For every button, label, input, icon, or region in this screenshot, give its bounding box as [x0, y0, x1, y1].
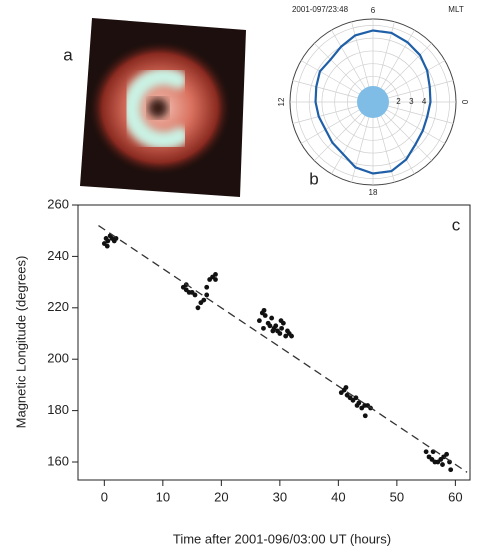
- y-tick-label: 160: [47, 453, 69, 468]
- x-axis-label: Time after 2001-096/03:00 UT (hours): [173, 531, 391, 546]
- data-point: [105, 244, 110, 249]
- data-point: [289, 334, 294, 339]
- data-point: [279, 318, 284, 323]
- data-point: [344, 385, 349, 390]
- data-point: [261, 326, 266, 331]
- x-tick-label: 10: [156, 489, 170, 504]
- theta-tick-label: 18: [369, 188, 378, 197]
- theta-tick-label: 0: [460, 100, 469, 105]
- r-tick-label: 3: [409, 97, 414, 106]
- data-point: [444, 452, 449, 457]
- data-point: [424, 449, 429, 454]
- x-tick-label: 50: [390, 489, 404, 504]
- data-point: [269, 316, 274, 321]
- panel-label: c: [452, 215, 461, 234]
- y-axis-label: Magnetic Longitude (degrees): [13, 256, 28, 429]
- data-point: [277, 331, 282, 336]
- data-point: [213, 277, 218, 282]
- polar-title: 2001-097/23:48: [292, 5, 349, 14]
- x-tick-label: 40: [331, 489, 345, 504]
- data-point: [440, 462, 445, 467]
- x-tick-label: 0: [101, 489, 108, 504]
- y-tick-label: 220: [47, 299, 69, 314]
- y-tick-label: 200: [47, 351, 69, 366]
- theta-tick-label: 12: [277, 97, 286, 106]
- panel-label: b: [309, 169, 318, 188]
- data-point: [105, 239, 110, 244]
- data-point: [279, 326, 284, 331]
- x-tick-label: 20: [214, 489, 228, 504]
- x-tick-label: 60: [448, 489, 462, 504]
- panel-label: a: [63, 45, 73, 64]
- data-point: [201, 298, 206, 303]
- y-tick-label: 180: [47, 402, 69, 417]
- data-point: [363, 413, 368, 418]
- data-point: [448, 467, 453, 472]
- image-core: [148, 98, 168, 118]
- earth: [357, 86, 389, 118]
- theta-label: MLT: [448, 5, 464, 14]
- data-point: [268, 323, 273, 328]
- data-point: [273, 323, 278, 328]
- r-tick-label: 2: [396, 97, 401, 106]
- data-point: [213, 272, 218, 277]
- data-point: [204, 293, 209, 298]
- theta-tick-label: 6: [371, 6, 376, 15]
- x-tick-label: 30: [273, 489, 287, 504]
- data-point: [355, 403, 360, 408]
- y-tick-label: 240: [47, 248, 69, 263]
- fit-line: [98, 226, 467, 473]
- data-point: [204, 285, 209, 290]
- euv-image: [80, 18, 246, 197]
- data-point: [257, 318, 262, 323]
- data-point: [193, 293, 198, 298]
- page: {"image_panel": {"label": "a"}, "chart_d…: [0, 0, 481, 550]
- y-tick-label: 260: [47, 196, 69, 211]
- data-point: [263, 313, 268, 318]
- data-point: [262, 308, 267, 313]
- figure: a 2001-097/23:48 MLT b c Time after 2001…: [0, 0, 481, 550]
- data-point: [270, 329, 275, 334]
- data-point: [196, 305, 201, 310]
- r-tick-label: 4: [422, 97, 427, 106]
